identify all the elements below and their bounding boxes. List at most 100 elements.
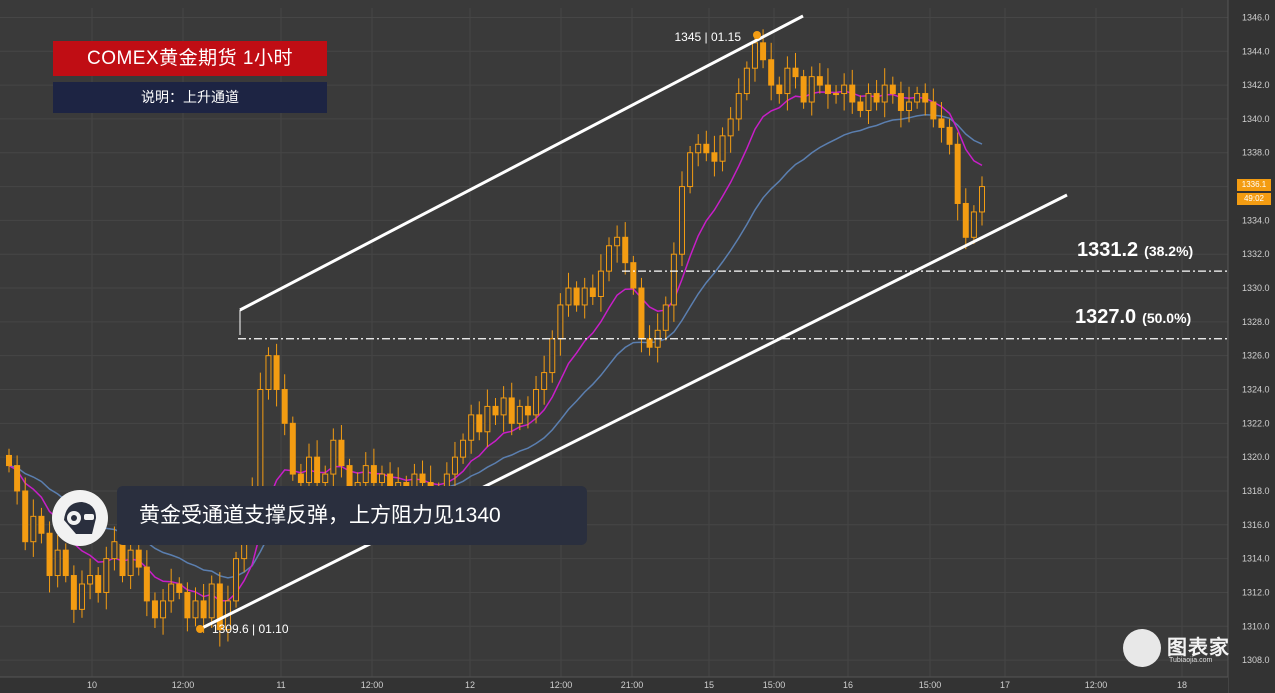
y-tick-label: 1342.0 bbox=[1242, 80, 1270, 90]
candle-body bbox=[378, 473, 385, 484]
x-tick-label: 12:00 bbox=[172, 680, 195, 690]
logo-text: 图表家 bbox=[1167, 637, 1230, 659]
y-tick-label: 1330.0 bbox=[1242, 283, 1270, 293]
candle-body bbox=[533, 389, 540, 416]
candle-body bbox=[289, 422, 296, 475]
candle-body bbox=[768, 59, 775, 86]
robot-avatar-icon bbox=[52, 490, 108, 546]
candle-body bbox=[938, 118, 945, 128]
x-tick-label: 11 bbox=[276, 680, 285, 690]
y-tick-label: 1316.0 bbox=[1242, 520, 1270, 530]
candles bbox=[6, 29, 985, 647]
x-tick-label: 10 bbox=[87, 680, 97, 690]
y-tick-label: 1346.0 bbox=[1242, 12, 1270, 22]
candle-body bbox=[168, 583, 175, 602]
level-50-value: 1327.0 bbox=[1075, 306, 1137, 328]
ma-slow-line bbox=[8, 114, 983, 579]
tubiaojia-logo: 图表家 Tubiaojia.com bbox=[1123, 627, 1233, 669]
y-tick-label: 1326.0 bbox=[1242, 351, 1270, 361]
y-tick-label: 1332.0 bbox=[1242, 249, 1270, 259]
candle-body bbox=[865, 93, 872, 111]
x-tick-label: 12:00 bbox=[550, 680, 573, 690]
y-tick-label: 1312.0 bbox=[1242, 587, 1270, 597]
candle-body bbox=[816, 76, 823, 86]
candle-body bbox=[711, 152, 718, 162]
y-tick-label: 1318.0 bbox=[1242, 486, 1270, 496]
candle-body bbox=[330, 439, 337, 475]
candle-body bbox=[143, 566, 150, 602]
candle-body bbox=[565, 287, 572, 306]
candle-body bbox=[362, 465, 369, 484]
candle-body bbox=[979, 186, 985, 213]
candle-body bbox=[946, 126, 953, 145]
candle-body bbox=[727, 118, 734, 137]
candle-body bbox=[476, 414, 483, 433]
candle-body bbox=[14, 465, 21, 492]
low-point-label: 1309.6 | 01.10 bbox=[212, 622, 289, 636]
candle-body bbox=[468, 414, 475, 441]
candle-body bbox=[784, 67, 791, 95]
x-tick-label: 16 bbox=[843, 680, 853, 690]
candle-body bbox=[460, 439, 467, 458]
candle-body bbox=[516, 405, 523, 424]
logo-url: Tubiaojia.com bbox=[1169, 657, 1213, 664]
logo-icon bbox=[1123, 629, 1161, 667]
candle-body bbox=[670, 253, 677, 306]
candle-body bbox=[589, 287, 596, 297]
candle-body bbox=[606, 245, 613, 272]
candle-body bbox=[273, 355, 280, 391]
high-point-marker bbox=[753, 31, 761, 39]
candle-body bbox=[419, 473, 426, 484]
x-tick-label: 15:00 bbox=[919, 680, 942, 690]
candle-body bbox=[208, 583, 215, 619]
candle-body bbox=[200, 600, 207, 619]
current-price-tag: 1336.1 bbox=[1237, 179, 1271, 191]
y-tick-label: 1338.0 bbox=[1242, 148, 1270, 158]
candle-body bbox=[111, 541, 118, 560]
candle-body bbox=[176, 583, 183, 593]
x-axis-panel bbox=[0, 677, 1228, 693]
y-tick-label: 1340.0 bbox=[1242, 114, 1270, 124]
y-tick-label: 1310.0 bbox=[1242, 621, 1270, 631]
candle-body bbox=[857, 101, 864, 111]
candle-body bbox=[776, 84, 783, 95]
x-tick-label: 15 bbox=[704, 680, 714, 690]
candle-body bbox=[6, 454, 12, 467]
y-tick-label: 1344.0 bbox=[1242, 46, 1270, 56]
candle-body bbox=[508, 397, 515, 424]
chart-subtitle: 说明：上升通道 bbox=[53, 82, 327, 113]
candle-body bbox=[897, 93, 904, 111]
candle-body bbox=[541, 372, 548, 391]
candle-body bbox=[151, 600, 158, 619]
candle-body bbox=[524, 405, 531, 416]
candle-body bbox=[792, 67, 799, 78]
candle-body bbox=[841, 84, 848, 95]
high-point-label: 1345 | 01.15 bbox=[674, 30, 741, 44]
candle-body bbox=[638, 287, 645, 340]
candle-body bbox=[800, 76, 807, 103]
candle-body bbox=[257, 389, 264, 492]
y-tick-label: 1320.0 bbox=[1242, 452, 1270, 462]
candle-body bbox=[597, 270, 604, 297]
level-50-pct: (50.0%) bbox=[1142, 310, 1192, 326]
candle-body bbox=[216, 583, 223, 631]
y-tick-label: 1308.0 bbox=[1242, 655, 1270, 665]
candle-body bbox=[573, 287, 580, 306]
candle-body bbox=[881, 84, 888, 103]
candle-body bbox=[751, 42, 758, 69]
candle-body bbox=[719, 135, 726, 162]
candle-body bbox=[833, 93, 840, 96]
y-tick-label: 1314.0 bbox=[1242, 554, 1270, 564]
x-tick-label: 17 bbox=[1000, 680, 1010, 690]
candle-body bbox=[622, 236, 629, 264]
candle-body bbox=[906, 101, 913, 111]
candle-body bbox=[62, 549, 69, 577]
extreme-points: 1345 | 01.15 1309.6 | 01.10 bbox=[196, 30, 761, 636]
x-tick-label: 18 bbox=[1177, 680, 1187, 690]
low-point-marker bbox=[196, 625, 204, 633]
candle-body bbox=[743, 67, 750, 95]
candle-body bbox=[549, 338, 556, 374]
candle-body bbox=[646, 338, 653, 348]
candle-body bbox=[103, 558, 110, 593]
